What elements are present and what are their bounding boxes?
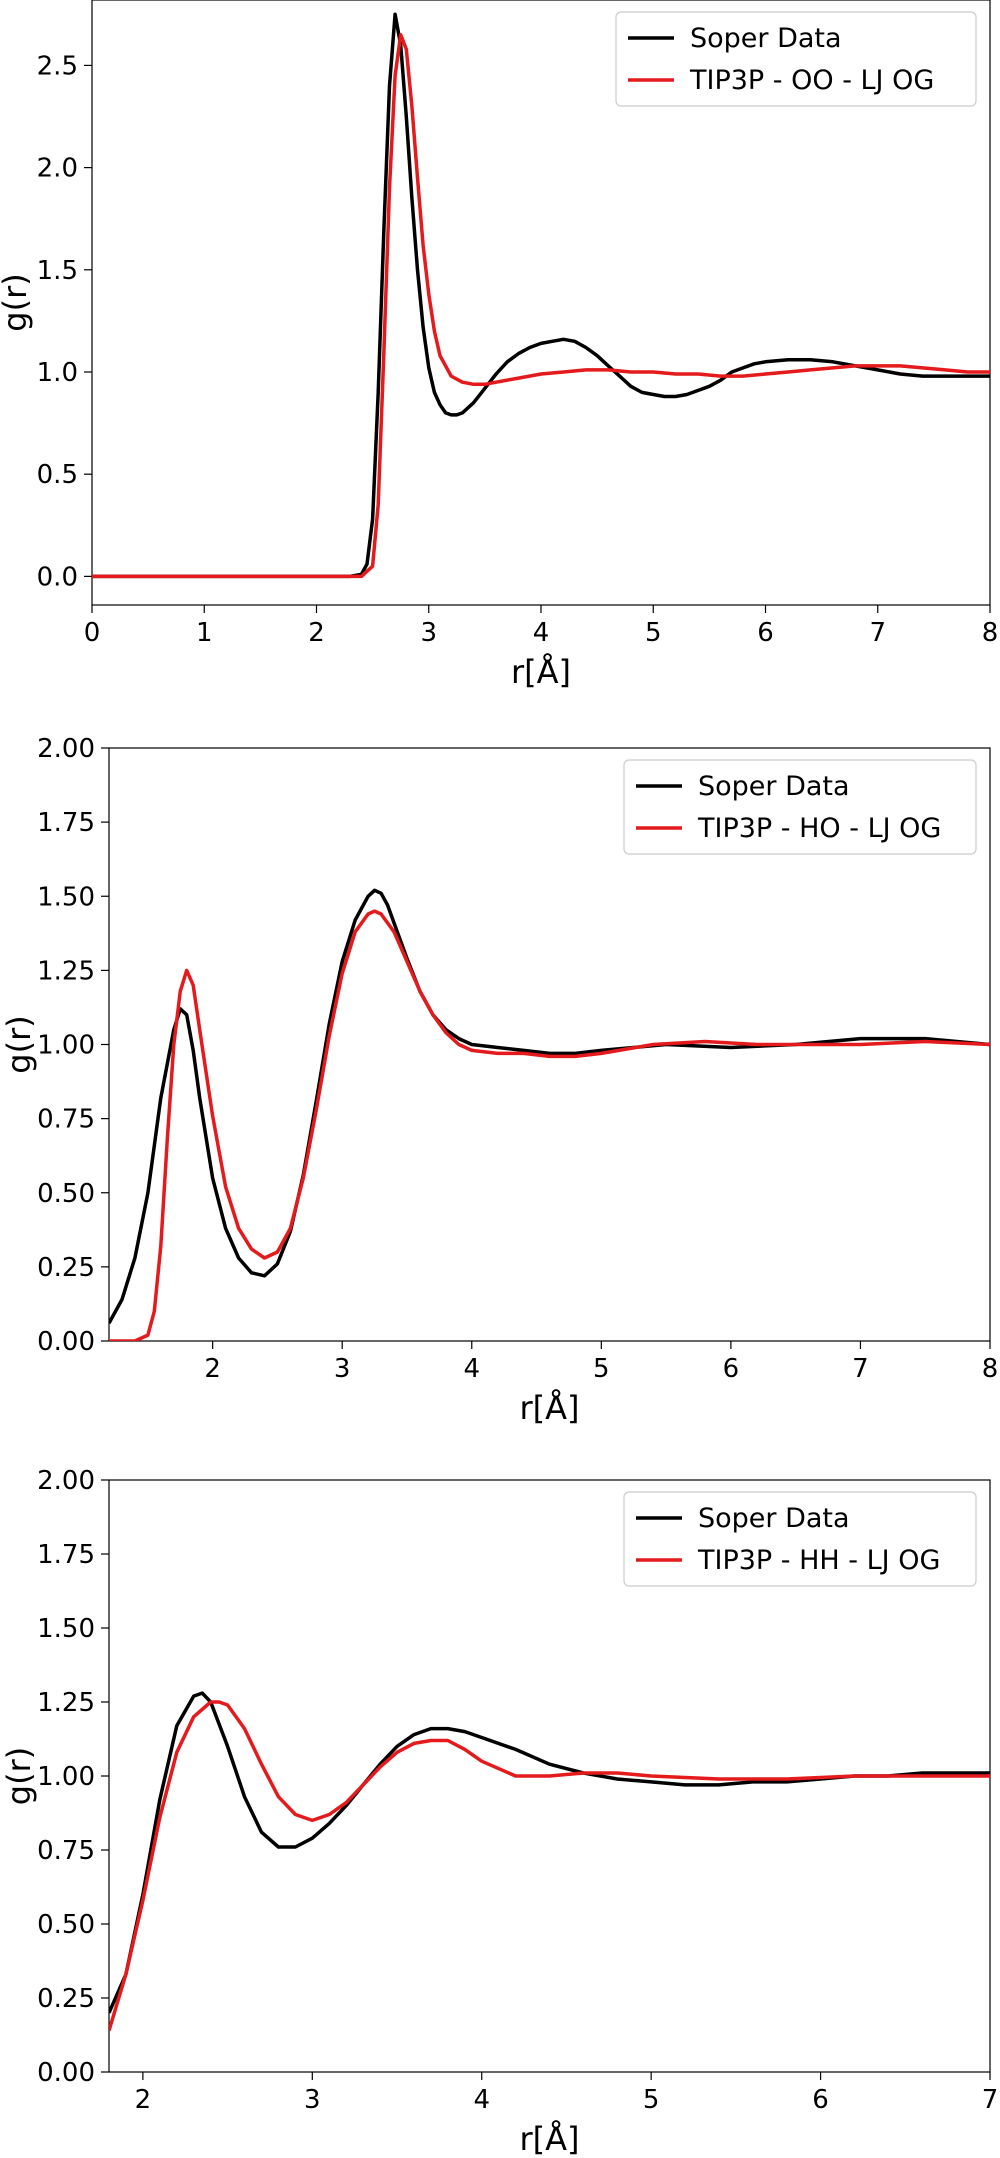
x-axis-label: r[Å] — [519, 1389, 579, 1427]
chart-panel-oo: 0 1 2 3 4 5 6 7 8 0.0 0.5 1.0 1.5 2.0 2.5 r[Å] g(r) Soper… — [0, 0, 998, 691]
y-tick-label: 0.50 — [37, 1910, 95, 1940]
x-tick-label: 3 — [420, 618, 437, 648]
legend-label-soper-data: Soper Data — [698, 771, 850, 802]
y-tick-label: 1.5 — [37, 256, 78, 286]
legend-label-soper-data: Soper Data — [690, 23, 842, 54]
y-tick-label: 2.00 — [37, 734, 95, 764]
x-tick-label: 7 — [852, 1354, 869, 1384]
x-tick-label: 5 — [645, 618, 662, 648]
y-tick-label: 1.50 — [37, 1614, 95, 1644]
x-axis-label: r[Å] — [511, 653, 571, 691]
legend: Soper Data TIP3P - HH - LJ OG — [623, 1491, 977, 1587]
series-line-soper-data — [109, 1691, 990, 2014]
x-tick-label: 6 — [723, 1354, 740, 1384]
x-tick-label: 5 — [643, 2085, 660, 2115]
y-tick-label: 1.75 — [37, 1540, 95, 1570]
y-tick-label: 0.25 — [37, 1253, 95, 1283]
legend-label-tip3p-hh-lj-og: TIP3P - HH - LJ OG — [697, 1545, 940, 1576]
chart-panel-ho: 2 3 4 5 6 7 8 0.00 0.25 0.50 0.75 1.00 1.25 1.50 1.75 2… — [0, 734, 998, 1427]
x-tick-label: 3 — [304, 2085, 321, 2115]
y-tick-label: 2.0 — [37, 154, 78, 184]
y-tick-label: 0.00 — [37, 1327, 95, 1357]
legend-box — [623, 759, 977, 855]
y-tick-label: 0.75 — [37, 1836, 95, 1866]
x-tick-label: 7 — [869, 618, 886, 648]
series-line-tip3p-ho-lj-og — [109, 909, 990, 1341]
y-tick-label: 0.50 — [37, 1179, 95, 1209]
x-tick-label: 0 — [84, 618, 101, 648]
legend-label-tip3p-ho-lj-og: TIP3P - HO - LJ OG — [697, 813, 941, 844]
x-tick-label: 7 — [982, 2085, 999, 2115]
legend-label-soper-data: Soper Data — [698, 1503, 850, 1534]
y-tick-label: 0.5 — [37, 460, 78, 490]
y-tick-label: 1.00 — [37, 1031, 95, 1061]
y-tick-label: 0.75 — [37, 1105, 95, 1135]
x-tick-label: 4 — [533, 618, 550, 648]
legend-box — [623, 1491, 977, 1587]
x-tick-label: 8 — [982, 618, 999, 648]
y-tick-label: 0.00 — [37, 2058, 95, 2088]
legend: Soper Data TIP3P - OO - LJ OG — [615, 11, 977, 107]
y-tick-label: 0.0 — [37, 562, 78, 592]
y-axis-label: g(r) — [0, 1747, 38, 1805]
series-line-soper-data — [92, 12, 990, 579]
chart-panel-hh: 2 3 4 5 6 7 0.00 0.25 0.50 0.75 1.00 1.25 1.50 1.75 2.… — [0, 1466, 998, 2158]
legend: Soper Data TIP3P - HO - LJ OG — [623, 759, 977, 855]
y-tick-label: 2.5 — [37, 51, 78, 81]
x-tick-label: 3 — [334, 1354, 351, 1384]
y-tick-label: 1.25 — [37, 956, 95, 986]
x-axis-label: r[Å] — [519, 2120, 579, 2158]
legend-box — [615, 11, 977, 107]
x-tick-label: 8 — [982, 1354, 999, 1384]
y-axis-label: g(r) — [0, 273, 34, 331]
y-tick-label: 1.50 — [37, 882, 95, 912]
x-tick-label: 5 — [593, 1354, 610, 1384]
series-line-soper-data — [109, 888, 990, 1325]
y-tick-label: 1.75 — [37, 808, 95, 838]
x-tick-label: 6 — [757, 618, 774, 648]
x-tick-label: 1 — [196, 618, 213, 648]
x-tick-label: 6 — [812, 2085, 829, 2115]
legend-label-tip3p-oo-lj-og: TIP3P - OO - LJ OG — [689, 65, 934, 96]
y-tick-label: 0.25 — [37, 1984, 95, 2014]
y-tick-label: 1.0 — [37, 358, 78, 388]
x-tick-label: 4 — [473, 2085, 490, 2115]
y-tick-label: 2.00 — [37, 1466, 95, 1496]
y-tick-label: 1.25 — [37, 1688, 95, 1718]
series-line-tip3p-oo-lj-og — [92, 32, 990, 579]
x-tick-label: 2 — [308, 618, 325, 648]
y-axis-label: g(r) — [0, 1015, 38, 1073]
x-tick-label: 4 — [463, 1354, 480, 1384]
x-tick-label: 2 — [204, 1354, 221, 1384]
y-tick-label: 1.00 — [37, 1762, 95, 1792]
series-line-tip3p-hh-lj-og — [109, 1700, 990, 2032]
x-tick-label: 2 — [135, 2085, 152, 2115]
